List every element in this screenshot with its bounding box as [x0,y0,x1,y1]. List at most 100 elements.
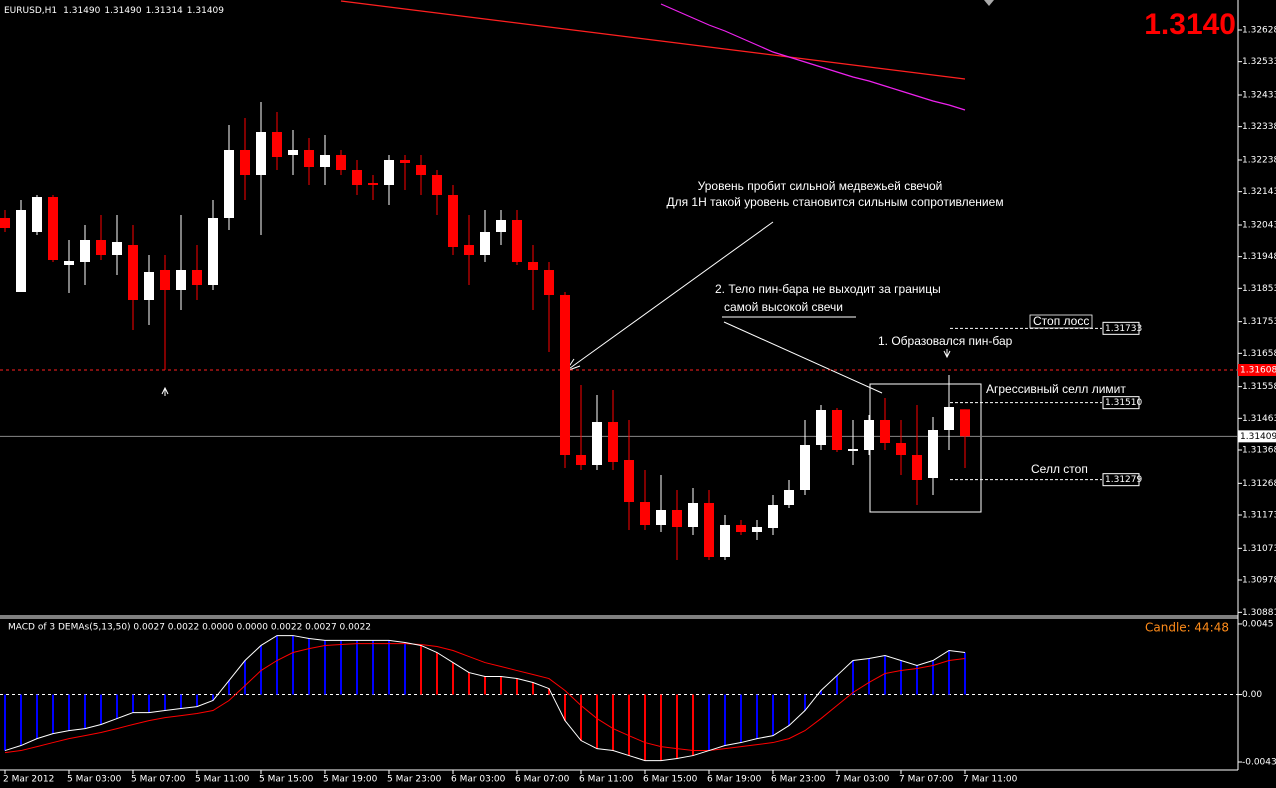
candle-body [96,240,106,255]
header-low: 1.31314 [146,6,183,16]
x-tick-label: 5 Mar 15:00 [259,775,314,785]
x-tick-label: 6 Mar 19:00 [707,775,762,785]
candle-body [688,503,698,527]
annotation: Стоп лосс [1033,314,1089,328]
candle-body [176,270,186,290]
moving-average [340,0,966,80]
candle-body [384,160,394,185]
y-tick-label: 1.31948 [1242,252,1276,262]
y-tick-label: 1.31753 [1242,317,1276,327]
order-level-label: 1.31279 [1105,475,1142,485]
x-tick-label: 2 Mar 2012 [3,775,54,785]
candle-body [400,160,410,163]
candle-body [512,220,522,262]
annotation-arrow [565,221,774,372]
x-tick-label: 6 Mar 11:00 [579,775,634,785]
candle-body [64,261,74,265]
order-level-box [1102,321,1140,335]
candle-body [0,218,10,228]
x-tick-label: 5 Mar 11:00 [195,775,250,785]
candle-body [128,245,138,300]
header-close: 1.31409 [187,6,224,16]
moving-average [660,3,966,111]
candle-body [816,410,826,445]
candle-body [464,245,474,255]
candle-body [832,410,842,450]
x-tick-label: 5 Mar 23:00 [387,775,442,785]
y-tick-label: 1.32238 [1242,156,1276,166]
y-tick-label: 1.32433 [1242,91,1276,101]
y-tick-label: 1.31073 [1242,544,1276,554]
candle-body [48,197,58,260]
bid-label: 1.31409 [1240,432,1276,442]
candle-body [144,272,154,300]
candle-body [752,527,762,532]
candle-body [768,505,778,528]
x-tick-label: 5 Mar 19:00 [323,775,378,785]
candle-body [560,295,570,455]
candle-body [368,183,378,185]
macd-title: MACD of 3 DEMAs(5,13,50) 0.0027 0.0022 0… [8,623,371,633]
annotation: 2. Тело пин-бара не выходит за границы [715,282,941,296]
y-tick-label: 1.31658 [1242,349,1276,359]
candle-body [672,510,682,527]
order-level-label: 1.31733 [1105,324,1142,334]
support-label: 1.31608 [1240,366,1276,376]
candle-body [576,455,586,465]
y-tick-label: 1.32043 [1242,221,1276,231]
y-tick-label: 1.31463 [1242,414,1276,424]
candle-body [592,422,602,465]
y-tick-label: 1.32628 [1242,26,1276,36]
x-tick-label: 7 Mar 03:00 [835,775,890,785]
y-tick-label: -0.0043 [1242,758,1276,768]
candle-body [80,240,90,262]
candle-body [336,155,346,170]
y-tick-label: 1.32143 [1242,187,1276,197]
y-tick-label: 1.31173 [1242,511,1276,521]
x-tick-label: 7 Mar 11:00 [963,775,1018,785]
down-arrow-marker [943,349,951,359]
annotation: Селл стоп [1031,462,1088,476]
candle-body [896,443,906,455]
y-tick-label: 0.00 [1242,690,1262,700]
up-arrow-marker [161,386,169,396]
candle-body [848,449,858,451]
candle-body [864,420,874,450]
x-tick-label: 6 Mar 23:00 [771,775,826,785]
y-tick-label: 1.31558 [1242,382,1276,392]
candle-body [656,510,666,525]
candle-body [192,270,202,285]
candle-body [544,270,554,295]
bid-display: 1.3140 [1144,8,1236,41]
candle-body [288,150,298,155]
x-tick-label: 5 Mar 03:00 [67,775,122,785]
candle-body [880,420,890,443]
order-level-label: 1.31510 [1105,398,1142,408]
y-tick-label: 1.31853 [1242,284,1276,294]
candle-body [704,503,714,557]
candle-body [432,175,442,195]
x-tick-label: 5 Mar 07:00 [131,775,186,785]
candle-body [352,170,362,185]
candle-body [720,525,730,557]
order-level-box [1102,473,1140,487]
candle-body [224,150,234,218]
candle-body [960,409,970,437]
candle-body [640,502,650,525]
candle-body [624,460,634,502]
candle-body [800,445,810,490]
x-tick-label: 7 Mar 07:00 [899,775,954,785]
candle-body [240,150,250,175]
candle-body [320,155,330,167]
annotation: Для 1H такой уровень становится сильным … [666,195,1003,209]
candle-body [448,195,458,247]
macd-line [4,635,966,762]
signal-line [4,643,966,754]
shift-marker [984,0,994,6]
candle-body [736,525,746,532]
candle-body [928,430,938,478]
candle-timer-label: Candle: [1145,621,1191,635]
y-tick-label: 1.30978 [1242,576,1276,586]
candle-body [784,490,794,505]
